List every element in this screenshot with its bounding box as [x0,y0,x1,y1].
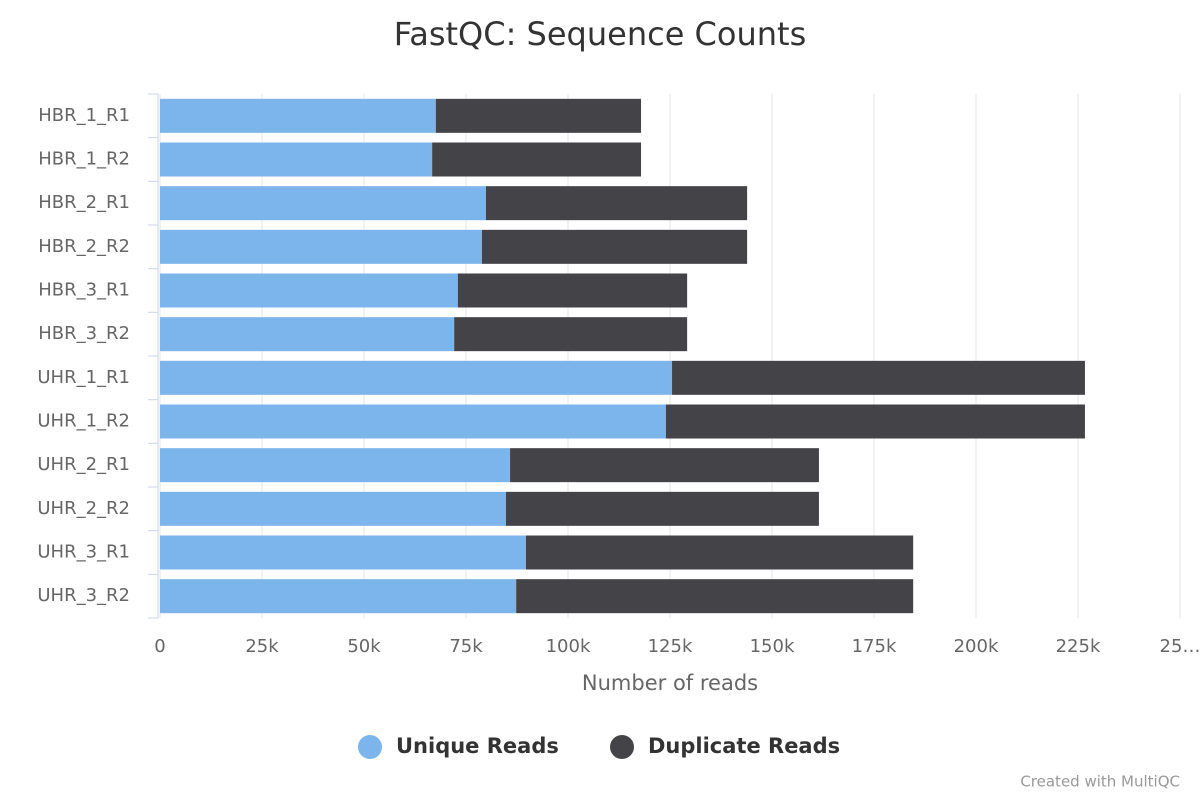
x-tick-label: 0 [154,636,165,657]
bar-segment [481,229,748,264]
y-tick-label: UHR_3_R1 [37,542,130,563]
y-tick-label: UHR_2_R1 [37,454,130,475]
bar-segment [435,98,642,133]
y-tick-label: HBR_1_R1 [38,105,130,126]
bar-segment [457,273,688,308]
bar-segment [160,448,511,483]
x-tick-label: 200k [954,636,999,657]
x-tick-label: 150k [750,636,795,657]
y-tick-label: HBR_2_R1 [38,192,130,213]
y-tick-label: UHR_1_R1 [37,367,130,388]
bar-segment [510,448,819,483]
x-tick-label: 75k [449,636,483,657]
y-tick-label: HBR_3_R2 [38,323,130,344]
bar-segment [485,186,748,221]
x-tick-label: 175k [852,636,897,657]
legend-marker [610,735,634,759]
bar-segment [160,273,458,308]
bar-segment [432,142,642,177]
x-tick-label: 25k [245,636,279,657]
x-tick-label: 100k [546,636,591,657]
bar-segment [160,404,666,439]
x-tick-label: 50k [347,636,381,657]
y-tick-label: UHR_3_R2 [37,585,130,606]
bar-segment [160,579,517,614]
bar-segment [672,360,1085,395]
bar-segment [160,142,433,177]
bar-segment [160,360,673,395]
y-tick-label: HBR_1_R2 [38,149,130,170]
x-tick-label: 225k [1056,636,1101,657]
bar-segment [505,491,819,526]
chart-title: FastQC: Sequence Counts [394,15,807,53]
bar-segment [665,404,1085,439]
bar-segment [160,98,436,133]
bar-segment [525,535,914,570]
bar-segment [454,317,688,352]
bar-segment [160,491,506,526]
bar-segment [516,579,914,614]
y-tick-label: UHR_1_R2 [37,411,130,432]
y-tick-label: HBR_3_R1 [38,280,130,301]
legend-label: Unique Reads [396,734,559,758]
x-axis-label: Number of reads [582,671,758,695]
bar-segment [160,229,482,264]
y-tick-label: UHR_2_R2 [37,498,130,519]
x-tick-label: 25… [1160,636,1200,657]
bar-segment [160,186,486,221]
legend-label: Duplicate Reads [648,734,840,758]
credit: Created with MultiQC [1020,773,1180,791]
y-tick-label: HBR_2_R2 [38,236,130,257]
x-tick-label: 125k [648,636,693,657]
bar-segment [160,317,455,352]
legend-marker [358,735,382,759]
bar-segment [160,535,526,570]
